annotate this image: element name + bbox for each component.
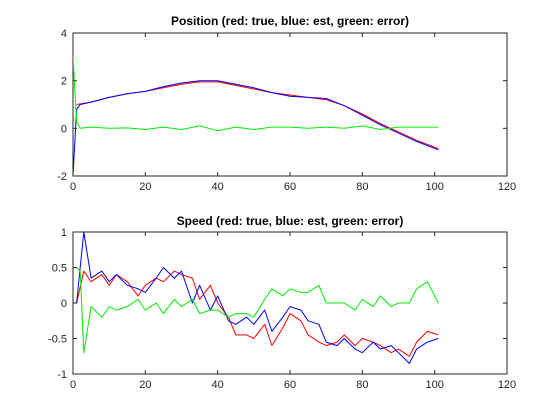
speed-y-tick-label: 0.5: [52, 263, 67, 275]
position-x-tick-label: 20: [139, 181, 151, 193]
speed-red-line: [76, 270, 439, 357]
position-x-tick-label: 60: [284, 181, 296, 193]
speed-plot-area: [76, 232, 439, 364]
position-blue-line: [73, 80, 439, 176]
position-x-tick-label: 40: [212, 181, 224, 193]
position-y-tick-label: 2: [61, 76, 67, 88]
speed-x-tick-label: 40: [212, 379, 224, 391]
position-y-tick-label: -2: [57, 171, 67, 183]
speed-x-tick-label: 60: [284, 379, 296, 391]
speed-x-tick-label: 20: [139, 379, 151, 391]
speed-green-line: [76, 267, 439, 354]
speed-axes: Speed (red: true, blue: est, green: erro…: [48, 214, 516, 391]
speed-y-tick-label: -1: [57, 369, 67, 381]
position-plot-area: [73, 56, 439, 176]
position-x-tick-label: 80: [356, 181, 368, 193]
speed-y-tick-label: -0.5: [48, 334, 67, 346]
speed-x-tick-label: 100: [425, 379, 443, 391]
position-y-tick-label: 4: [61, 28, 67, 40]
speed-ticks: 0 20 40 60 80 100 120 -1 -0.5 0 0.5 1: [48, 227, 516, 391]
speed-x-tick-label: 120: [498, 379, 516, 391]
position-x-tick-label: 100: [425, 181, 443, 193]
position-y-tick-label: 0: [61, 123, 67, 135]
speed-x-tick-label: 80: [356, 379, 368, 391]
position-chart-title: Position (red: true, blue: est, green: e…: [171, 14, 409, 28]
position-x-tick-label: 120: [498, 181, 516, 193]
speed-y-tick-label: 0: [61, 298, 67, 310]
position-x-tick-label: 0: [70, 181, 76, 193]
speed-blue-line: [76, 232, 439, 364]
speed-x-tick-label: 0: [70, 379, 76, 391]
position-axes: Position (red: true, blue: est, green: e…: [57, 14, 516, 193]
speed-chart-title: Speed (red: true, blue: est, green: erro…: [177, 214, 404, 228]
speed-y-tick-label: 1: [61, 227, 67, 239]
position-green-line: [73, 56, 439, 132]
